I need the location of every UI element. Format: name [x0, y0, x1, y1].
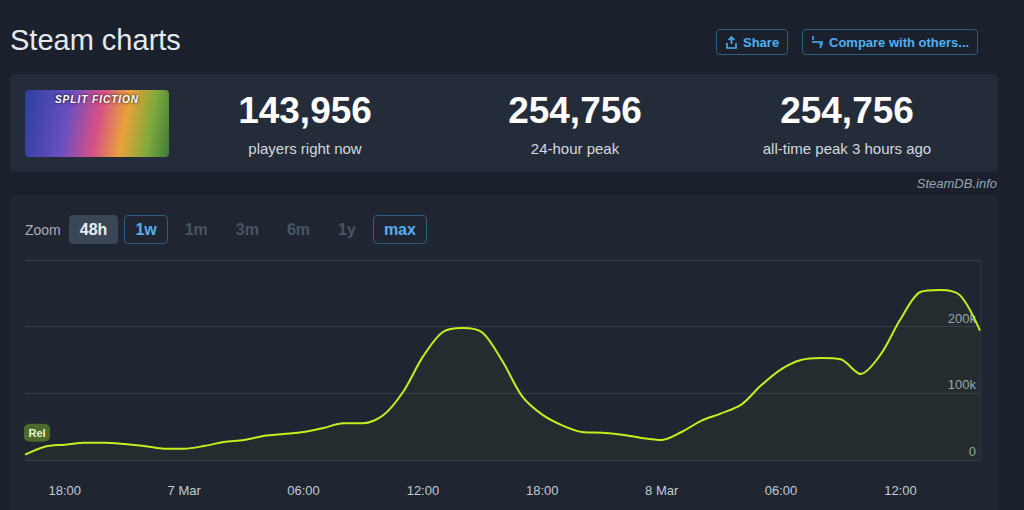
html-text:254,756: 254,756	[508, 90, 642, 131]
html-text:SPLIT FICTION: SPLIT FICTION	[54, 94, 139, 105]
html-text:1y: 1y	[338, 220, 356, 238]
html-text:1m: 1m	[184, 220, 208, 238]
html-text:SteamDB.info: SteamDB.info	[916, 176, 997, 191]
svg-text:06:00: 06:00	[765, 483, 798, 498]
html-text:3m: 3m	[235, 220, 259, 238]
html-text:48h: 48h	[79, 220, 108, 238]
svg-text:12:00: 12:00	[407, 483, 440, 498]
svg-text:Rel: Rel	[28, 427, 45, 439]
svg-text:7 Mar: 7 Mar	[168, 483, 202, 498]
html-text:254,756: 254,756	[780, 90, 914, 131]
html-text:all-time peak 3 hours ago: all-time peak 3 hours ago	[762, 140, 932, 157]
html-text:Compare with others...: Compare with others...	[829, 34, 970, 50]
html-text:max: max	[383, 220, 416, 238]
html-text:Steam charts: Steam charts	[10, 24, 181, 56]
svg-text:06:00: 06:00	[287, 483, 320, 498]
svg-text:8 Mar: 8 Mar	[645, 483, 679, 498]
html-text:24-hour peak: 24-hour peak	[530, 140, 620, 157]
html-text:players right now: players right now	[248, 140, 362, 157]
svg-text:18:00: 18:00	[49, 483, 82, 498]
html-text:Share: Share	[743, 34, 780, 50]
svg-text:18:00: 18:00	[526, 483, 559, 498]
svg-text:12:00: 12:00	[884, 483, 917, 498]
html-text:143,956: 143,956	[238, 90, 372, 131]
html-text:6m: 6m	[287, 220, 311, 238]
html-text:1w: 1w	[135, 220, 157, 238]
html-text:Zoom: Zoom	[25, 221, 61, 238]
